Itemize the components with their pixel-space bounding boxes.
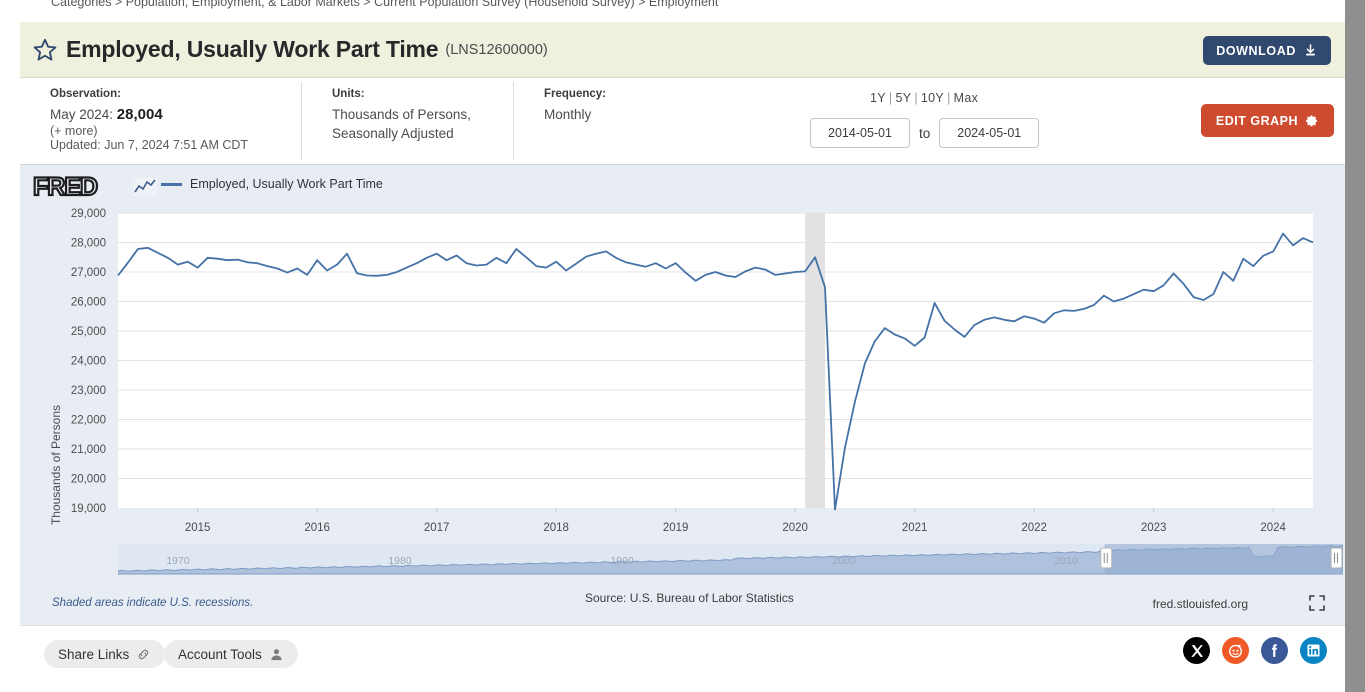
- social-links: [1183, 637, 1327, 664]
- line-chart-icon: [133, 178, 157, 196]
- recession-footnote: Shaded areas indicate U.S. recessions.: [52, 597, 254, 609]
- x-tick-label: 2022: [1021, 522, 1047, 534]
- frequency-column: Frequency: Monthly: [514, 78, 676, 164]
- legend-color-swatch: [161, 182, 182, 186]
- x-tick-label: 2016: [304, 522, 330, 534]
- x-tick-label: 2024: [1260, 522, 1286, 534]
- source-note: Source: U.S. Bureau of Labor Statistics: [585, 591, 794, 605]
- end-date-input[interactable]: [939, 118, 1040, 148]
- y-tick-label: 20,000: [71, 474, 106, 486]
- share-links-button[interactable]: Share Links: [44, 640, 166, 668]
- y-tick-label: 29,000: [71, 208, 106, 220]
- link-icon: [139, 649, 149, 659]
- range-max-link[interactable]: Max: [953, 91, 979, 105]
- person-icon: [271, 648, 282, 660]
- x-tick-label: 2015: [185, 522, 211, 534]
- series-title-bar: Employed, Usually Work Part Time (LNS126…: [20, 22, 1345, 78]
- x-tick-label: 2021: [902, 522, 928, 534]
- navigator-tick-label: 1980: [388, 555, 412, 567]
- linkedin-icon[interactable]: [1300, 637, 1327, 664]
- navigator-tick-label: 2000: [832, 555, 856, 567]
- updated-timestamp: Updated: Jun 7, 2024 7:51 AM CDT: [50, 138, 249, 152]
- legend-label: Employed, Usually Work Part Time: [190, 177, 383, 191]
- chart-range-navigator[interactable]: 1970 1980 1990 2000 2010: [118, 540, 1343, 578]
- more-link[interactable]: (+ more): [50, 124, 98, 138]
- range-10y-link[interactable]: 10Y: [920, 91, 945, 105]
- units-line-1: Thousands of Persons,: [332, 107, 471, 122]
- quick-range-links: 1Y | 5Y | 10Y | Max: [870, 91, 979, 105]
- svg-text:FRED: FRED: [33, 174, 97, 200]
- navigator-handle-left[interactable]: [1100, 547, 1113, 569]
- fred-logo: FRED: [33, 174, 157, 200]
- y-tick-label: 26,000: [71, 297, 106, 309]
- y-tick-label: 24,000: [71, 356, 106, 368]
- account-tools-label: Account Tools: [178, 646, 262, 662]
- facebook-icon[interactable]: [1261, 637, 1288, 664]
- edit-graph-button[interactable]: EDIT GRAPH: [1200, 104, 1334, 137]
- navigator-tick-label: 1970: [166, 555, 190, 567]
- y-tick-label: 19,000: [71, 503, 106, 515]
- series-id: (LNS12600000): [445, 41, 548, 58]
- x-tick-label: 2023: [1141, 522, 1167, 534]
- range-1y-link[interactable]: 1Y: [870, 91, 886, 105]
- frequency-label: Frequency:: [544, 88, 606, 100]
- to-label: to: [919, 125, 931, 141]
- series-line: [117, 232, 1314, 511]
- download-icon: [1306, 44, 1315, 56]
- y-tick-label: 23,000: [71, 385, 106, 397]
- y-tick-label: 28,000: [71, 238, 106, 250]
- breadcrumb[interactable]: Categories > Population, Employment, & L…: [51, 0, 719, 9]
- page-title: Employed, Usually Work Part Time: [66, 36, 439, 62]
- navigator-tick-label: 2010: [1054, 555, 1078, 567]
- download-button-label: DOWNLOAD: [1216, 43, 1296, 58]
- navigator-handle-right[interactable]: [1330, 547, 1343, 569]
- y-tick-label: 21,000: [71, 444, 106, 456]
- page-scrollbar[interactable]: [1345, 0, 1365, 692]
- chart-area: 19,000 20,000 21,000 22,000 23,000 24,000 25,0…: [71, 208, 1314, 534]
- fullscreen-expand-icon[interactable]: [1309, 595, 1325, 611]
- bottom-toolbar: Share Links Account Tools: [20, 625, 1345, 692]
- units-label: Units:: [332, 88, 365, 100]
- series-meta-strip: Observation: May 2024: 28,004 (+ more) U…: [20, 78, 1345, 165]
- units-line-2: Seasonally Adjusted: [332, 126, 454, 141]
- fred-wordmark-icon: FRED: [33, 174, 99, 200]
- edit-graph-label: EDIT GRAPH: [1215, 113, 1298, 128]
- gear-icon: [1306, 114, 1318, 126]
- x-tick-label: 2020: [782, 522, 808, 534]
- y-tick-label: 27,000: [71, 267, 106, 279]
- frequency-value: Monthly: [544, 107, 592, 122]
- x-tick-label: 2017: [424, 522, 450, 534]
- fred-url: fred.stlouisfed.org: [1152, 597, 1248, 611]
- reddit-icon[interactable]: [1222, 637, 1249, 664]
- y-tick-label: 25,000: [71, 326, 106, 338]
- observation-date: May 2024:: [50, 107, 117, 122]
- x-icon[interactable]: [1183, 637, 1210, 664]
- navigator-selection[interactable]: [1104, 544, 1343, 574]
- observation-value: 28,004: [116, 106, 163, 123]
- account-tools-button[interactable]: Account Tools: [164, 640, 298, 668]
- download-button[interactable]: DOWNLOAD: [1203, 36, 1331, 65]
- recession-band: [805, 213, 826, 508]
- star-outline-icon[interactable]: [32, 37, 58, 63]
- range-controls: 1Y|5Y|10Y|Max to EDIT GRAPH: [680, 78, 1345, 165]
- observation-column: Observation: May 2024: 28,004 (+ more) U…: [20, 78, 302, 164]
- graph-panel: FRED Employed, Usually Work Part Time Th…: [20, 165, 1345, 625]
- observation-label: Observation:: [50, 88, 121, 100]
- observation-value-row: May 2024: 28,004: [50, 105, 302, 124]
- y-tick-label: 22,000: [71, 415, 106, 427]
- range-5y-link[interactable]: 5Y: [895, 91, 912, 105]
- date-range-row: to: [810, 118, 1040, 148]
- chart-legend: Employed, Usually Work Part Time: [161, 177, 383, 191]
- x-tick-label: 2019: [663, 522, 689, 534]
- x-tick-label: 2018: [543, 522, 569, 534]
- start-date-input[interactable]: [810, 118, 910, 148]
- share-links-label: Share Links: [58, 646, 130, 662]
- navigator-tick-label: 1990: [610, 555, 634, 567]
- units-column: Units: Thousands of Persons, Seasonally …: [302, 78, 514, 164]
